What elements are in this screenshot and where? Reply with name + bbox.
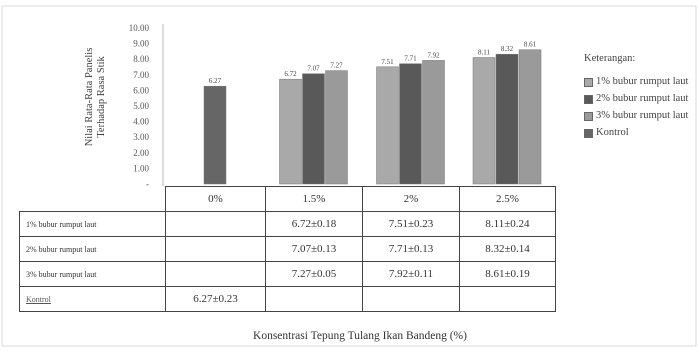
table-cell [265,286,363,312]
y-axis: 10.00 9.00 8.00 7.00 6.00 5.00 4.00 3.00 2.00 1.0… [129,23,164,189]
table-cell [165,236,266,262]
y-tick-label: 9.00 [133,39,149,49]
value-label: 8.61 [524,41,537,49]
legend-item-4: Kontrol [584,126,696,139]
table-corner [19,186,166,212]
value-label: 6.72 [284,70,297,78]
value-label: 8.11 [478,49,490,57]
y-tick-label: 4.00 [133,117,149,127]
bar-series-1-1.5% [279,78,302,185]
table-cell [165,261,266,287]
bar-series-1-2.5% [472,57,496,185]
y-tick-label: 6.00 [133,85,149,95]
table-cell: 6.27±0.23 [165,286,266,312]
table-row-label: 1% bubur rumput laut [19,211,166,237]
table-header-row: 0% 1.5% 2% 2.5% [19,186,556,212]
table-cell: 7.07±0.13 [265,236,363,262]
y-axis-title-line-1: Nilai Rata-Rata Panelis [84,48,95,147]
bars [203,49,542,185]
value-labels: 6.27 6.72 7.07 7.27 7.51 7.71 7.92 8.11 8.32 8.61 [209,41,537,85]
bar-series-1-2% [376,66,399,185]
table-row-label: 2% bubur rumput laut [19,236,166,262]
value-label: 7.92 [427,51,440,59]
y-tick-label: 8.00 [133,54,149,64]
bar-series-4-0% [203,85,227,185]
bar-series-3-2% [422,60,445,185]
bar-series-3-2.5% [518,49,542,185]
y-axis-title-line-2: Terhadap Rasa Stik [96,56,107,138]
value-label: 7.07 [307,65,320,73]
table-header-cell: 2% [362,186,460,212]
table-header-cell: 2.5% [459,186,556,212]
legend: Keterangan: 1% bubur rumput laut 2% bubu… [584,52,696,143]
table-cell: 8.32±0.14 [459,236,556,262]
legend-swatch-1 [584,78,593,87]
table-row-label: 3% bubur rumput laut [19,261,166,287]
table-row: 1% bubur rumput laut 6.72±0.18 7.51±0.23… [19,211,556,237]
legend-swatch-2 [584,95,593,104]
table-cell: 7.71±0.13 [362,236,460,262]
table-header-cell: 0% [165,186,266,212]
legend-label-3: 3% bubur rumput laut [596,110,689,121]
y-tick-label: 3.00 [133,132,149,142]
y-tick-label: 1.00 [133,163,149,173]
bar-series-3-1.5% [325,70,348,185]
table-cell: 7.27±0.05 [265,261,363,287]
table-cell: 8.61±0.19 [459,261,556,287]
y-tick-label: - [146,179,149,189]
bar-series-2-2.5% [495,53,519,185]
legend-item-3: 3% bubur rumput laut [584,109,696,122]
value-label: 7.51 [381,58,394,66]
legend-label-1: 1% bubur rumput laut [596,76,689,87]
value-label: 7.27 [330,62,343,70]
y-axis-title: Nilai Rata-Rata Panelis Terhadap Rasa St… [84,48,107,147]
table-row: Kontrol 6.27±0.23 [19,286,556,312]
table-row-label: Kontrol [19,286,166,312]
legend-label-2: 2% bubur rumput laut [596,93,689,104]
chart-frame [1,5,697,347]
legend-swatch-3 [584,112,593,121]
legend-title: Keterangan: [584,53,636,64]
table-cell: 7.51±0.23 [362,211,460,237]
table-cell [165,211,266,237]
y-tick-label: 7.00 [133,70,149,80]
table-cell [362,286,460,312]
table-header-cell: 1.5% [265,186,363,212]
table-row: 2% bubur rumput laut 7.07±0.13 7.71±0.13… [19,236,556,262]
table-cell: 8.11±0.24 [459,211,556,237]
y-tick-label: 10.00 [129,23,150,33]
y-tick-label: 5.00 [133,101,149,111]
y-tick-label: 2.00 [133,148,149,158]
table-cell: 6.72±0.18 [265,211,363,237]
value-label: 6.27 [209,77,222,85]
legend-swatch-4 [584,129,593,138]
legend-item-1: 1% bubur rumput laut [584,75,696,88]
table-cell: 7.92±0.11 [362,261,460,287]
legend-label-4: Kontrol [596,127,629,138]
value-label: 8.32 [501,45,514,53]
table-cell [459,286,556,312]
legend-item-2: 2% bubur rumput laut [584,92,696,105]
bar-series-2-1.5% [302,73,325,185]
kontrol-label: Kontrol [26,294,51,304]
value-label: 7.71 [404,55,417,63]
table-row: 3% bubur rumput laut 7.27±0.05 7.92±0.11… [19,261,556,287]
bar-series-2-2% [399,63,422,185]
data-table: 0% 1.5% 2% 2.5% 1% bubur rumput laut 6.7… [19,186,556,312]
x-axis-title: Konsentrasi Tepung Tulang Ikan Bandeng (… [253,330,467,342]
